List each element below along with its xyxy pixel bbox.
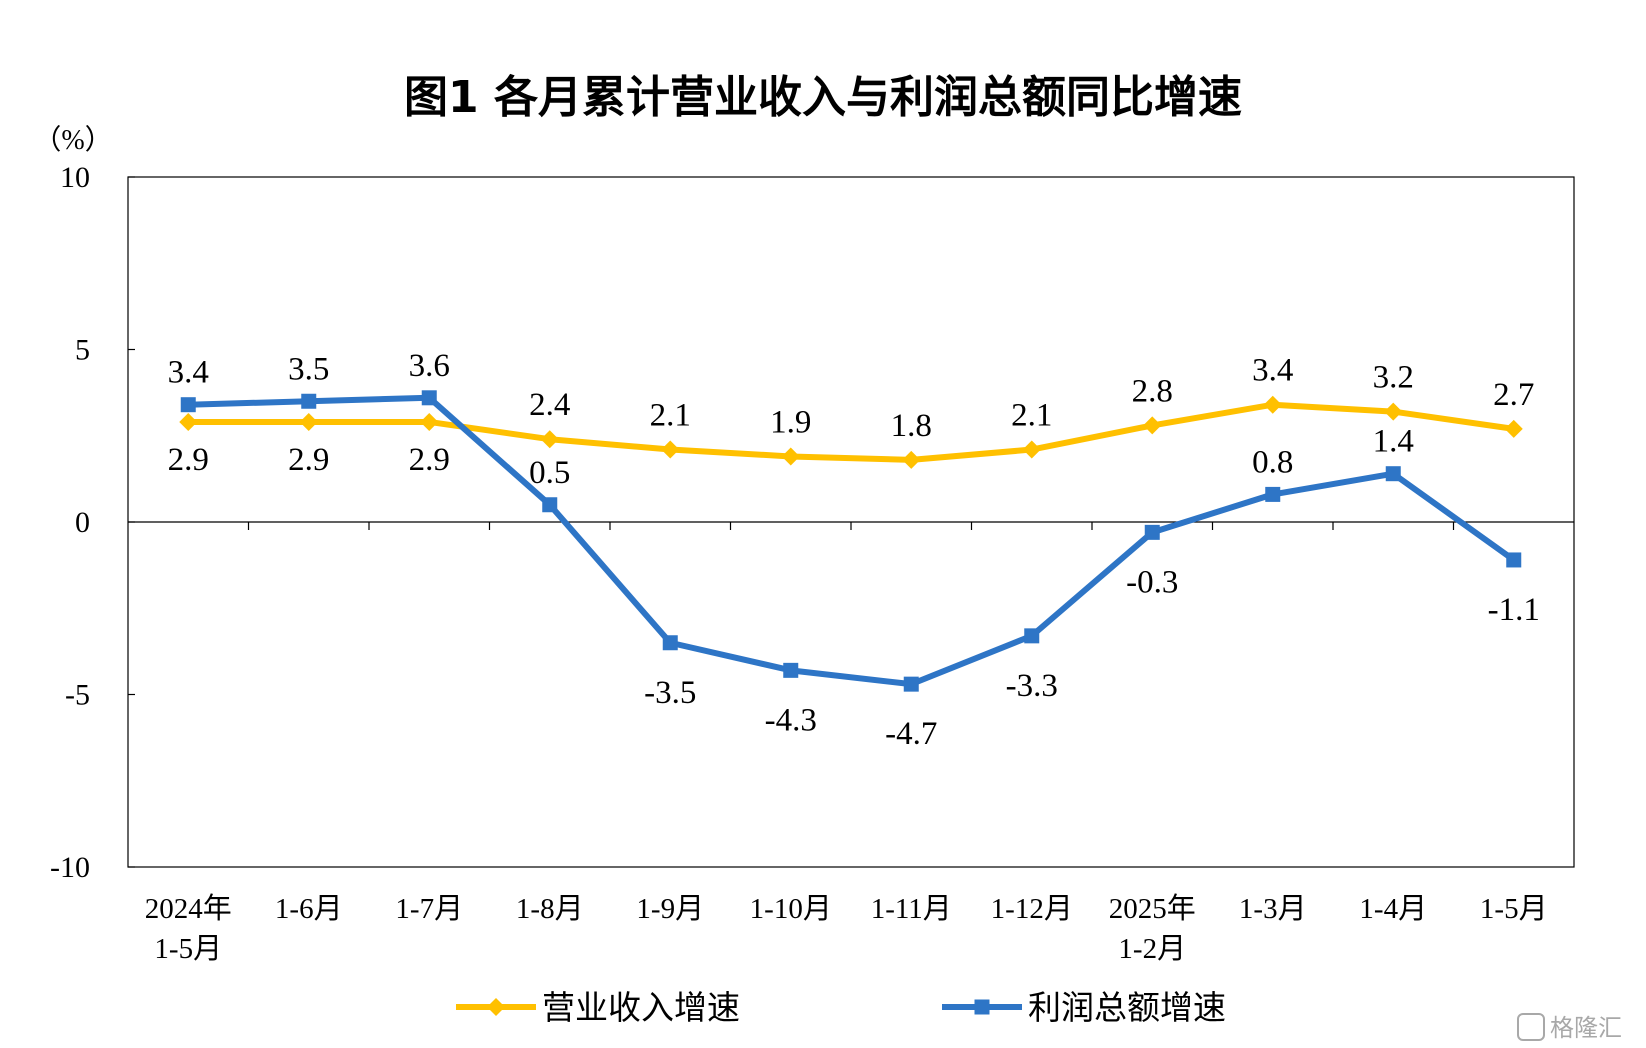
x-tick-label: 1-3月: [1239, 893, 1307, 925]
series-line-profit: [188, 394, 1516, 688]
revenue-data-label: 1.8: [891, 408, 932, 444]
profit-point: [662, 635, 678, 651]
watermark-text: 格隆汇: [1550, 1014, 1622, 1042]
profit-data-label: 0.5: [529, 455, 570, 491]
watermark: 格隆汇: [1517, 1013, 1622, 1042]
revenue-data-label: 2.1: [650, 398, 691, 434]
y-tick-label: 10: [60, 161, 90, 194]
revenue-data-label: 2.9: [409, 442, 450, 478]
x-tick-label: 1-9月: [636, 893, 704, 925]
revenue-data-label: 2.7: [1493, 377, 1534, 413]
y-tick-label: 5: [75, 334, 90, 367]
x-tick-label: 1-8月: [516, 893, 584, 925]
data-labels: 2.9 2.9 2.9 2.4 2.1 1.9 1.8 2.1 2.8 3.4 3.2 2.7 3.4 3…: [168, 348, 1540, 752]
revenue-data-label: 2.9: [168, 442, 209, 478]
series-layer: [179, 390, 1523, 692]
revenue-point: [540, 430, 559, 449]
revenue-data-label: 2.8: [1132, 373, 1173, 409]
series-line-revenue: [188, 401, 1515, 463]
x-tick-label: 2024年 1-5月: [145, 892, 232, 965]
revenue-point: [661, 440, 680, 459]
revenue-point: [420, 412, 439, 431]
profit-point: [1265, 486, 1281, 502]
chart-title: 图1 各月累计营业收入与利润总额同比增速: [404, 72, 1242, 123]
profit-point: [1385, 466, 1401, 482]
x-tick-label: 1-10月: [750, 893, 832, 925]
revenue-point: [902, 450, 921, 469]
profit-data-label: -3.3: [1006, 668, 1058, 704]
y-axis-unit: （%）: [33, 124, 112, 156]
profit-point: [783, 662, 799, 678]
revenue-data-label: 1.9: [770, 404, 811, 440]
profit-data-label: -3.5: [644, 675, 696, 711]
revenue-data-label: 2.9: [288, 442, 329, 478]
profit-data-label: -1.1: [1488, 592, 1540, 628]
profit-point: [421, 390, 437, 406]
x-tick-label: 1-4月: [1359, 893, 1427, 925]
revenue-point: [1504, 419, 1523, 438]
profit-point: [1024, 628, 1040, 644]
profit-data-label: 3.6: [409, 348, 450, 384]
profit-data-label: -4.3: [765, 702, 817, 738]
revenue-data-label: 3.2: [1373, 360, 1414, 396]
profit-data-label: 3.4: [168, 355, 209, 391]
x-tick-label: 2025年 1-2月: [1109, 892, 1196, 965]
profit-data-label: 1.4: [1373, 424, 1414, 460]
revenue-point: [1263, 395, 1282, 414]
profit-point: [542, 497, 558, 513]
x-tick-label: 1-11月: [871, 893, 952, 925]
profit-point: [180, 397, 196, 413]
revenue-point: [299, 412, 318, 431]
legend-label: 营业收入增速: [542, 988, 740, 1027]
y-tick-label: 0: [75, 506, 90, 539]
profit-data-label: 0.8: [1252, 444, 1293, 480]
revenue-point: [1384, 402, 1403, 421]
profit-data-label: -0.3: [1126, 564, 1178, 600]
revenue-point: [1143, 416, 1162, 435]
profit-point: [1144, 524, 1160, 540]
profit-point: [1506, 552, 1522, 568]
revenue-point: [179, 412, 198, 431]
y-tick-label: -5: [65, 679, 90, 712]
revenue-point: [1022, 440, 1041, 459]
revenue-data-label: 3.4: [1252, 353, 1293, 389]
legend-marker-square: [974, 999, 990, 1015]
revenue-data-label: 2.1: [1011, 398, 1052, 434]
watermark-logo-icon: [1517, 1013, 1545, 1041]
profit-point: [301, 393, 317, 409]
revenue-point: [781, 447, 800, 466]
y-tick-label: -10: [50, 851, 90, 884]
legend: 营业收入增速 利润总额增速: [456, 988, 1226, 1027]
profit-data-label: -4.7: [885, 716, 937, 752]
profit-point: [903, 676, 919, 692]
profit-data-label: 3.5: [288, 351, 329, 387]
x-tick-label: 1-7月: [395, 893, 463, 925]
legend-label: 利润总额增速: [1028, 988, 1226, 1027]
legend-marker-diamond: [487, 998, 505, 1016]
axes: 10 5 0 -5 -10 2024年 1-5月 1-6月 1-7月 1-8月 1-9月 1-10月 1…: [50, 161, 1574, 965]
x-tick-label: 1-12月: [991, 893, 1073, 925]
x-tick-label: 1-5月: [1480, 893, 1548, 925]
revenue-data-label: 2.4: [529, 387, 570, 423]
x-tick-label: 1-6月: [275, 893, 343, 925]
